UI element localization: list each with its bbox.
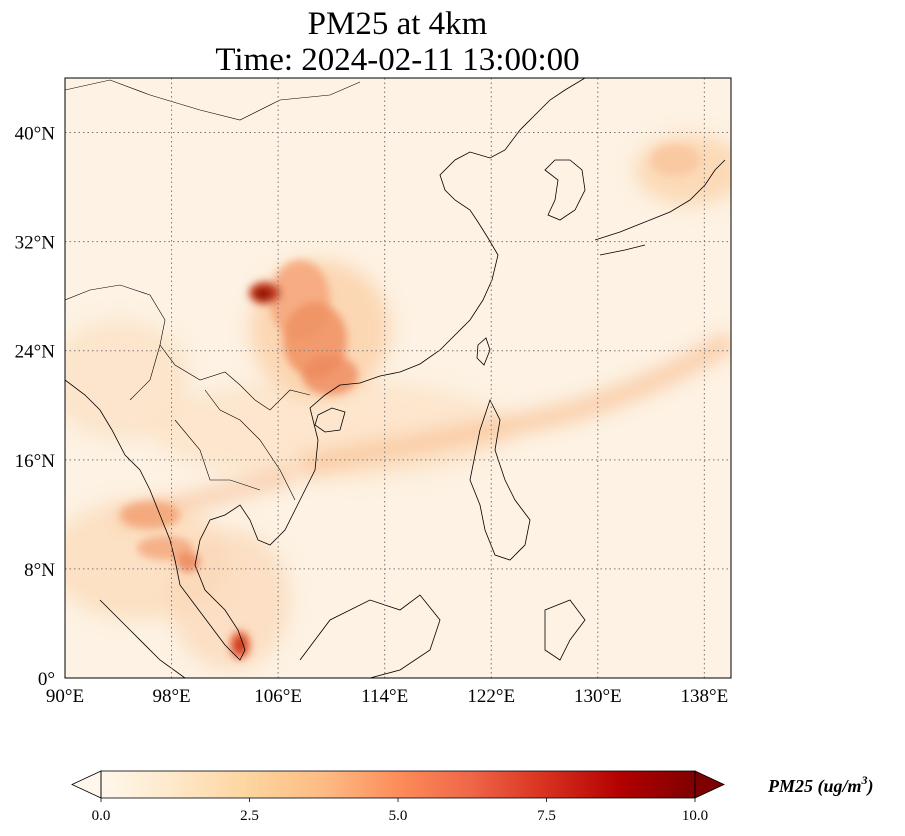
colorbar-tick-label: 7.5 bbox=[537, 808, 556, 824]
indochina-coast bbox=[65, 379, 341, 661]
colorbar-tick-label: 5.0 bbox=[389, 808, 408, 824]
sumatra-coast bbox=[99, 599, 186, 678]
japan-coast bbox=[594, 159, 726, 256]
colorbar-min-arrow bbox=[71, 770, 102, 799]
latitude-tick-labels: 0° 8°N 16°N 24°N 32°N 40°N bbox=[15, 124, 56, 690]
colorbar-tick-label: 10.0 bbox=[682, 808, 708, 824]
colorbar-tick-label: 2.5 bbox=[240, 808, 259, 824]
sulawesi-coast bbox=[544, 599, 586, 661]
map-title-line-1: PM25 at 4km bbox=[307, 6, 488, 42]
lat-tick-label: 32°N bbox=[15, 233, 56, 254]
lat-tick-label: 16°N bbox=[15, 451, 56, 472]
taiwan-coast bbox=[476, 337, 491, 366]
hainan-coast bbox=[314, 407, 346, 433]
lon-tick-label: 98°E bbox=[152, 686, 190, 707]
colorbar-label: PM25 (ug/m3) bbox=[767, 773, 874, 797]
colorbar-tick-label: 0.0 bbox=[92, 808, 111, 824]
coastlines bbox=[65, 78, 726, 678]
lon-tick-label: 138°E bbox=[681, 686, 729, 707]
lat-tick-label: 40°N bbox=[15, 124, 56, 145]
lon-tick-label: 114°E bbox=[361, 686, 408, 707]
colorbar-ticks: 0.0 2.5 5.0 7.5 10.0 bbox=[92, 798, 708, 824]
longitude-tick-labels: 90°E 98°E 106°E 114°E 122°E 130°E 138°E bbox=[46, 686, 728, 707]
korea-coast bbox=[544, 159, 586, 221]
lon-tick-label: 90°E bbox=[46, 686, 84, 707]
map-title-line-2: Time: 2024-02-11 13:00:00 bbox=[215, 42, 580, 78]
lat-tick-label: 8°N bbox=[24, 560, 55, 581]
lon-tick-label: 130°E bbox=[574, 686, 622, 707]
lon-tick-label: 106°E bbox=[254, 686, 302, 707]
lat-tick-label: 24°N bbox=[15, 342, 56, 363]
colorbar-max-arrow bbox=[694, 770, 725, 799]
borneo-coast bbox=[299, 594, 441, 678]
colorbar: 0.0 2.5 5.0 7.5 10.0 PM25 (ug/m3) bbox=[71, 770, 874, 824]
inland-borders bbox=[65, 79, 361, 501]
map-frame bbox=[64, 77, 732, 679]
china-coast bbox=[339, 78, 586, 386]
colorbar-gradient bbox=[101, 771, 695, 798]
pm25-field bbox=[65, 78, 731, 678]
lon-tick-label: 122°E bbox=[467, 686, 515, 707]
lat-tick-label: 0° bbox=[38, 669, 55, 690]
